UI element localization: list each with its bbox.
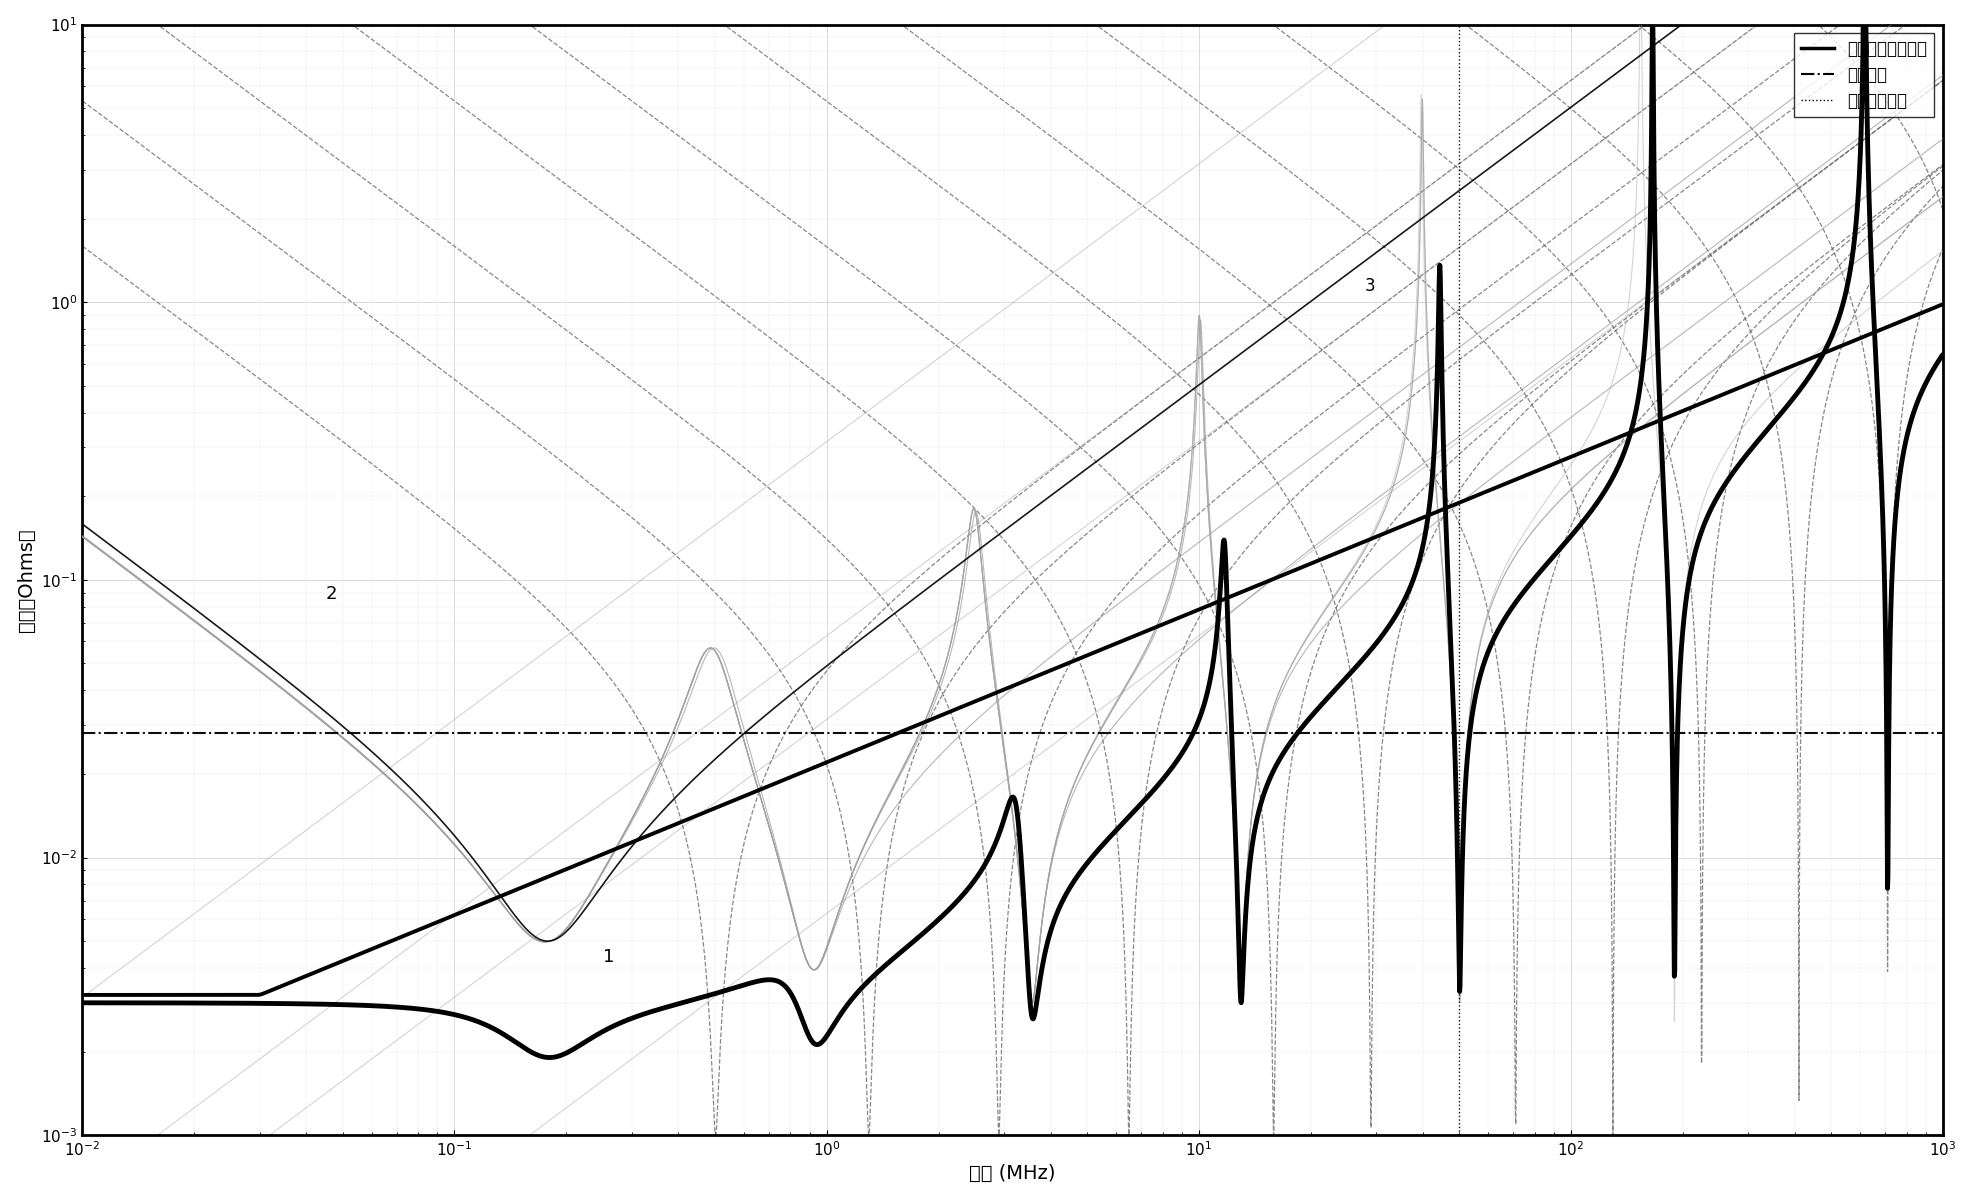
Text: 1: 1 [602,948,614,966]
X-axis label: 频率 (MHz): 频率 (MHz) [969,1164,1056,1183]
Legend: 最终实际目标阻抗, 目标阻抗, 截止目标频率: 最终实际目标阻抗, 目标阻抗, 截止目标频率 [1793,32,1934,116]
Text: 2: 2 [326,586,337,604]
Y-axis label: 阻抗（Ohms）: 阻抗（Ohms） [16,528,36,631]
Text: 3: 3 [1365,277,1375,295]
